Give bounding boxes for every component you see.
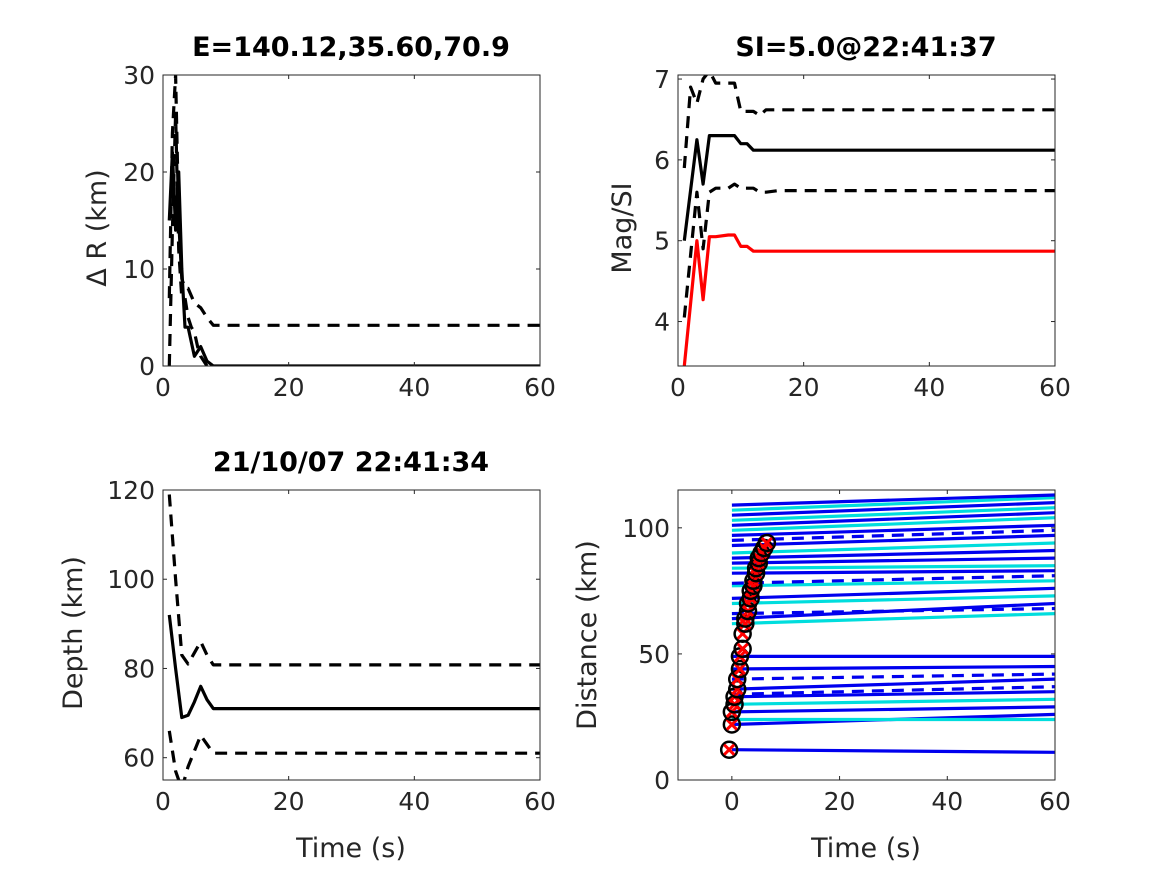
series-line-16 <box>731 579 1055 588</box>
series-line-18 <box>731 569 1055 575</box>
series-line-26 <box>731 516 1055 532</box>
series-line-20 <box>731 556 1055 565</box>
panel-delta-r: E=140.12,35.60,70.9 Δ R (km) 0 20 40 60 0 10 2… <box>82 32 556 402</box>
pick-marker <box>719 740 739 759</box>
series-line-21 <box>731 548 1055 560</box>
y-tick-label: 80 <box>123 654 155 683</box>
x-tick-label: 20 <box>273 787 305 816</box>
x-tick-label: 40 <box>398 373 430 402</box>
y-tick-label: 50 <box>638 640 670 669</box>
series-line-29 <box>731 501 1055 517</box>
x-tick-label: 0 <box>670 373 686 402</box>
y-tick-label: 5 <box>654 227 670 256</box>
series-line-7 <box>731 677 1055 691</box>
series-line-0 <box>682 134 1055 241</box>
series-line-17 <box>731 574 1055 585</box>
series-line-5 <box>731 690 1055 699</box>
panel-depth-xlabel: Time (s) <box>295 833 406 864</box>
panel-mag-si-ylabel: Mag/SI <box>607 182 638 273</box>
series-line-15 <box>731 586 1055 600</box>
y-tick-label: 6 <box>654 146 670 175</box>
series-line-1 <box>167 494 540 667</box>
x-tick-label: 60 <box>1039 787 1071 816</box>
series-line-14 <box>731 594 1055 606</box>
series-line-4 <box>731 697 1055 706</box>
y-tick-label: 60 <box>123 744 155 773</box>
x-tick-label: 20 <box>824 787 856 816</box>
y-tick-label: 0 <box>654 766 670 795</box>
y-tick-label: 7 <box>654 65 670 94</box>
panel-depth: 21/10/07 22:41:34 Depth (km) Time (s) 0 2… <box>58 447 556 864</box>
panel-depth-ylabel: Depth (km) <box>58 556 89 710</box>
pick-marker <box>722 715 742 734</box>
series-line-28 <box>731 506 1055 522</box>
series-line-19 <box>731 564 1055 570</box>
series-line-3 <box>731 705 1055 714</box>
axes-frame <box>677 489 1056 781</box>
panel-distance: Distance (km) Time (s) 0 20 40 60 0 50 100 <box>572 489 1071 864</box>
series-line-31 <box>731 493 1055 507</box>
series-line-8 <box>731 672 1055 681</box>
y-tick-label: 120 <box>107 476 155 505</box>
panel-distance-ylabel: Distance (km) <box>572 540 603 730</box>
axes-frame <box>162 489 541 781</box>
panel-delta-r-title: E=140.12,35.60,70.9 <box>192 32 510 63</box>
x-tick-label: 60 <box>1039 373 1071 402</box>
series-line-11 <box>731 612 1055 626</box>
x-tick-label: 20 <box>273 373 305 402</box>
series-line-6 <box>731 685 1055 696</box>
x-tick-label: 60 <box>524 787 556 816</box>
series-line-2 <box>167 112 209 366</box>
pick-marker <box>730 659 750 679</box>
y-tick-label: 10 <box>123 255 155 284</box>
series-line-3 <box>682 233 1055 366</box>
panel-depth-title: 21/10/07 22:41:34 <box>213 447 489 478</box>
series-line-23 <box>731 533 1055 548</box>
series-line-2 <box>682 182 1055 318</box>
y-tick-label: 100 <box>107 565 155 594</box>
y-tick-label: 30 <box>123 61 155 90</box>
y-tick-label: 0 <box>139 352 155 381</box>
y-tick-label: 4 <box>654 308 670 337</box>
series-line-22 <box>731 541 1055 555</box>
series-line-30 <box>731 496 1055 512</box>
plot-lines <box>731 493 1055 754</box>
x-tick-label: 40 <box>931 787 963 816</box>
panel-mag-si-title: SI=5.0@22:41:37 <box>735 32 996 63</box>
series-line-0 <box>731 748 1055 754</box>
y-tick-label: 20 <box>123 158 155 187</box>
x-tick-label: 40 <box>913 373 945 402</box>
panel-mag-si: SI=5.0@22:41:37 Mag/SI 0 20 40 60 4 5 6 7 <box>607 32 1071 402</box>
y-tick-label: 100 <box>622 514 670 543</box>
series-line-0 <box>167 614 540 720</box>
x-tick-label: 0 <box>155 373 171 402</box>
plot-lines <box>167 75 540 366</box>
series-line-13 <box>731 606 1055 616</box>
panel-delta-r-ylabel: Δ R (km) <box>82 169 113 286</box>
panel-distance-xlabel: Time (s) <box>810 833 921 864</box>
series-line-27 <box>731 511 1055 527</box>
x-tick-label: 60 <box>524 373 556 402</box>
series-line-24 <box>731 528 1055 542</box>
series-line-25 <box>731 523 1055 537</box>
plot-lines <box>167 494 540 780</box>
x-tick-label: 0 <box>724 787 740 816</box>
x-tick-label: 20 <box>788 373 820 402</box>
series-line-1 <box>682 75 1055 169</box>
axes-frame <box>677 74 1056 367</box>
x-tick-label: 0 <box>155 787 171 816</box>
axes-frame <box>162 74 541 367</box>
series-line-2 <box>167 730 540 780</box>
pick-marker <box>757 533 777 553</box>
series-line-9 <box>731 664 1055 671</box>
x-tick-label: 40 <box>398 787 430 816</box>
plot-lines <box>682 75 1055 366</box>
